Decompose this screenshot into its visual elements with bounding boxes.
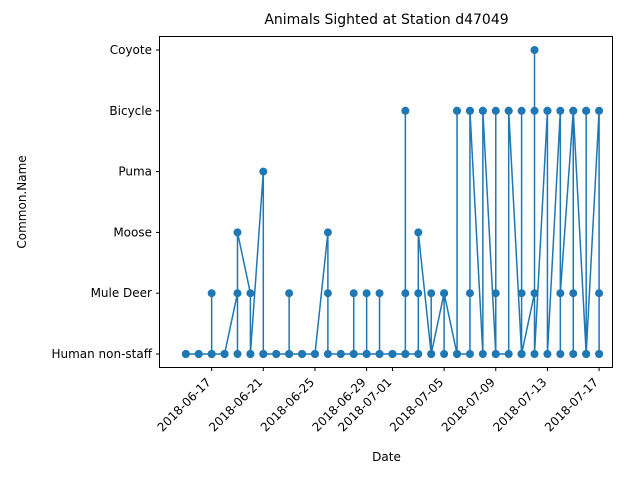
data-point [440,289,449,298]
data-point [194,350,203,358]
data-point [530,46,539,54]
data-point [556,289,565,298]
y-tick-label: Bicycle [109,104,152,118]
data-point [595,289,604,298]
data-point [517,106,526,115]
data-point [582,350,591,358]
data-point [388,350,397,358]
x-axis-label: Date [372,450,401,464]
data-point [272,350,281,358]
data-point [259,350,268,358]
data-point [595,106,604,115]
data-point [414,350,423,358]
data-point [530,350,539,358]
data-point [323,228,332,237]
x-tick-label: 2018-07-13 [490,375,549,434]
x-tick-label: 2018-07-17 [542,375,601,434]
data-point [285,350,294,358]
data-point [530,289,539,298]
data-point [336,350,345,358]
data-point [453,106,462,115]
data-point [349,289,358,298]
data-point [362,289,371,298]
data-point [349,350,358,358]
y-tick-label: Human non-staff [51,347,152,361]
data-point [323,350,332,358]
x-tick-label: 2018-06-17 [155,375,214,434]
data-point [569,106,578,115]
data-point [530,106,539,115]
data-point [517,289,526,298]
data-point [478,350,487,358]
data-point [478,106,487,115]
data-point [298,350,307,358]
y-tick-label: Moose [113,225,152,239]
plot-frame [159,36,613,368]
data-point [207,289,216,298]
y-tick-label: Coyote [110,43,152,57]
data-point [543,350,552,358]
data-point [465,106,474,115]
data-point [427,289,436,298]
data-point [453,350,462,358]
data-point [362,350,371,358]
data-point [246,289,255,298]
data-point [375,350,384,358]
x-tick-label: 2018-07-05 [387,375,446,434]
y-axis-ticks: Human non-staff Mule Deer Moose Puma Bicycle… [51,43,160,361]
data-point [181,350,190,358]
y-axis-label: Common.Name [15,155,29,248]
data-point [220,350,229,358]
data-point [401,106,410,115]
chart-title: Animals Sighted at Station d47049 [264,12,508,28]
data-point [465,350,474,358]
data-point [440,350,449,358]
data-point [517,350,526,358]
data-point [491,350,500,358]
data-point [556,106,565,115]
data-point [414,289,423,298]
data-point [375,289,384,298]
data-point [233,228,242,237]
data-point [233,350,242,358]
data-point [427,350,436,358]
y-tick-label: Mule Deer [91,286,152,300]
y-tick-label: Puma [118,165,152,179]
data-point [285,289,294,298]
data-point [491,289,500,298]
data-point [569,350,578,358]
series-line [185,49,600,355]
data-point [504,350,513,358]
x-tick-label: 2018-06-21 [206,375,265,434]
data-point [246,350,255,358]
x-tick-label: 2018-07-09 [439,375,498,434]
data-point [556,350,565,358]
x-axis-ticks: 2018-06-172018-06-212018-06-252018-06-29… [155,367,601,434]
x-tick-label: 2018-06-25 [258,375,317,434]
data-point [414,228,423,237]
series [181,46,604,358]
data-point [401,289,410,298]
data-point [323,289,332,298]
data-point [491,106,500,115]
data-point [543,106,552,115]
data-point [504,106,513,115]
data-point [595,350,604,358]
data-point [569,289,578,298]
data-point [233,289,242,298]
data-point [310,350,319,358]
data-point [401,350,410,358]
data-point [207,350,216,358]
data-point [465,289,474,298]
data-point [582,106,591,115]
data-point [259,167,268,176]
